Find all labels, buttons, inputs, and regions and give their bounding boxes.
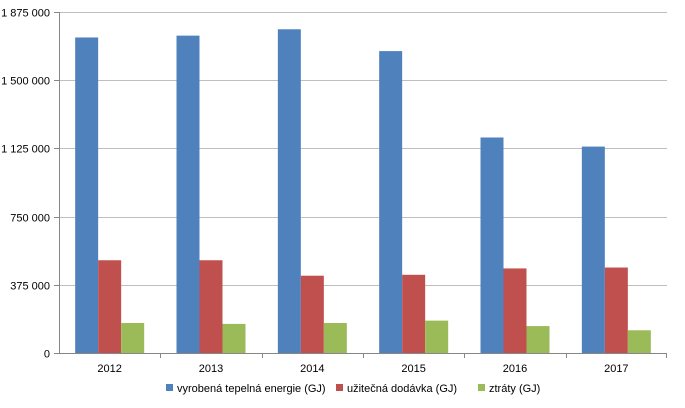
bar-1-2015 — [379, 51, 403, 354]
x-tick-label: 2014 — [300, 363, 324, 375]
y-tick-label: 1 875 000 — [1, 8, 50, 20]
bar-3-2013 — [222, 323, 246, 353]
x-tick-label: 2013 — [199, 363, 223, 375]
x-tick-label: 2012 — [97, 363, 121, 375]
bar-1-2016 — [480, 137, 504, 353]
bar-3-2012 — [121, 322, 145, 353]
y-tick-label: 1 125 000 — [1, 144, 50, 156]
bar-1-2014 — [277, 29, 301, 353]
bar-2-2015 — [402, 274, 426, 353]
bar-2-2017 — [604, 267, 628, 353]
x-tick-label: 2016 — [503, 363, 527, 375]
bar-2-2016 — [503, 268, 527, 353]
legend-label-2: užitečná dodávka (GJ) — [347, 383, 457, 395]
bar-2-2013 — [199, 260, 223, 353]
legend-label-1: vyrobená tepelná energie (GJ) — [177, 383, 326, 395]
x-tick-label: 2017 — [604, 363, 628, 375]
y-tick-label: 1 500 000 — [1, 76, 50, 88]
legend-swatch-3 — [478, 384, 485, 391]
bar-3-2015 — [425, 320, 449, 353]
bar-2-2012 — [98, 260, 122, 353]
legend-label-3: ztráty (GJ) — [489, 383, 540, 395]
legend: vyrobená tepelná energie (GJ) užitečná do… — [166, 383, 540, 395]
bars — [75, 29, 651, 354]
x-tick-label: 2015 — [401, 363, 425, 375]
axes: 0 375 000 750 000 1 125 000 1 500 000 1 875 0… — [1, 8, 667, 375]
y-tick-label: 0 — [44, 349, 50, 361]
bar-1-2012 — [75, 37, 99, 353]
bar-3-2016 — [526, 326, 550, 353]
bar-1-2013 — [176, 35, 200, 353]
y-tick-label: 750 000 — [10, 213, 50, 225]
bar-3-2017 — [627, 330, 651, 353]
bar-1-2017 — [581, 146, 605, 353]
y-tick-label: 375 000 — [10, 281, 50, 293]
legend-swatch-1 — [166, 384, 173, 391]
bar-3-2014 — [323, 322, 347, 353]
gridlines — [59, 12, 667, 286]
bar-2-2014 — [300, 275, 324, 353]
legend-swatch-2 — [336, 384, 343, 391]
